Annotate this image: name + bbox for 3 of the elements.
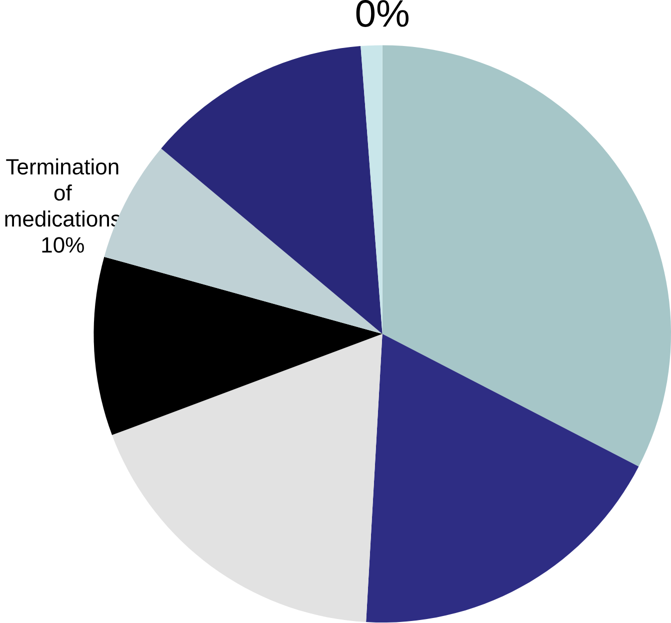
- data-label: 10%: [42, 237, 84, 254]
- slice-label: Termination of medications: [5, 158, 121, 227]
- text: 0%: [356, 0, 409, 28]
